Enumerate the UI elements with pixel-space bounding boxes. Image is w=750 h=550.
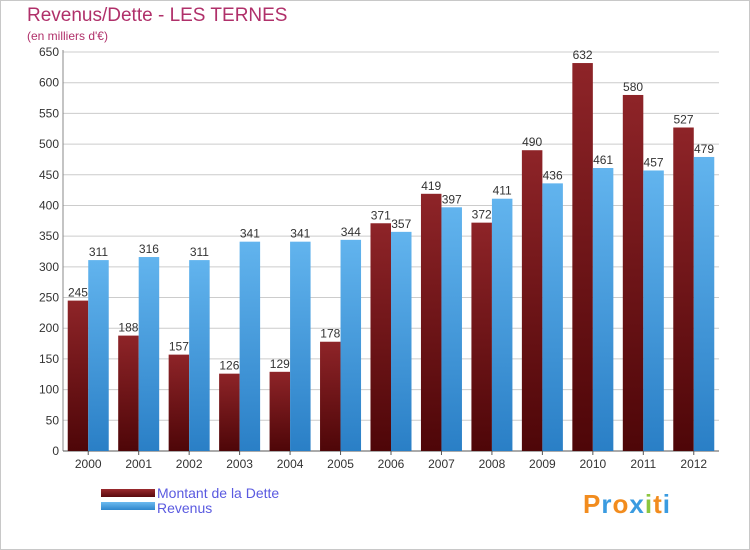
y-tick-label: 600 — [39, 76, 59, 90]
data-label-revenus-2004: 341 — [290, 227, 310, 241]
x-tick-label: 2007 — [428, 457, 455, 471]
legend-label-dette: Montant de la Dette — [157, 485, 280, 501]
bar-revenus-2007 — [441, 207, 462, 451]
bar-revenus-2002 — [189, 260, 210, 451]
y-tick-label: 400 — [39, 198, 59, 212]
y-tick-label: 50 — [46, 413, 60, 427]
bar-dette-2000 — [67, 300, 89, 451]
y-tick-label: 650 — [39, 45, 59, 59]
data-label-dette-2010: 632 — [573, 48, 593, 62]
bar-dette-2007 — [420, 193, 442, 451]
legend-label-revenus: Revenus — [157, 500, 213, 516]
bar-dette-2006 — [370, 223, 391, 451]
data-label-revenus-2012: 479 — [694, 142, 714, 156]
x-tick-label: 2000 — [75, 457, 102, 471]
y-tick-label: 350 — [39, 229, 59, 243]
bar-revenus-2004 — [290, 241, 311, 451]
bar-revenus-2005 — [340, 239, 362, 451]
x-tick-label: 2005 — [327, 457, 354, 471]
bar-revenus-2003 — [239, 241, 261, 451]
y-tick-label: 200 — [39, 321, 59, 335]
bar-dette-2011 — [622, 94, 644, 451]
bar-revenus-2006 — [391, 231, 412, 451]
bar-revenus-2008 — [491, 198, 513, 451]
y-tick-label: 450 — [39, 168, 59, 182]
data-label-dette-2006: 371 — [371, 208, 391, 222]
bar-revenus-2010 — [592, 168, 614, 452]
data-label-revenus-2010: 461 — [593, 153, 613, 167]
data-label-revenus-2011: 457 — [644, 155, 664, 169]
bar-dette-2009 — [521, 150, 543, 451]
bar-dette-2008 — [471, 222, 492, 451]
data-label-revenus-2001: 316 — [139, 242, 159, 256]
chart-subtitle: (en milliers d'€) — [27, 29, 108, 43]
chart-title: Revenus/Dette - LES TERNES — [27, 5, 288, 26]
y-tick-label: 550 — [39, 106, 59, 120]
data-label-dette-2012: 527 — [674, 113, 694, 127]
bar-dette-2005 — [320, 341, 341, 451]
data-label-dette-2004: 129 — [270, 357, 290, 371]
data-label-dette-2001: 188 — [118, 321, 138, 335]
bar-dette-2002 — [168, 354, 190, 451]
data-label-revenus-2009: 436 — [543, 168, 563, 182]
bar-revenus-2009 — [542, 183, 563, 451]
data-label-revenus-2007: 397 — [442, 192, 462, 206]
y-tick-label: 0 — [52, 444, 59, 458]
y-tick-label: 150 — [39, 352, 59, 366]
x-tick-label: 2004 — [277, 457, 304, 471]
legend-swatch-dette — [101, 489, 155, 497]
x-tick-label: 2009 — [529, 457, 556, 471]
y-tick-label: 250 — [39, 291, 59, 305]
bar-dette-2012 — [673, 127, 694, 451]
data-label-dette-2000: 245 — [68, 286, 88, 300]
x-tick-label: 2011 — [630, 457, 656, 471]
y-tick-label: 500 — [39, 137, 59, 151]
data-label-revenus-2006: 357 — [391, 217, 411, 231]
bar-dette-2001 — [118, 335, 139, 451]
data-label-dette-2003: 126 — [219, 359, 239, 373]
y-tick-label: 300 — [39, 260, 59, 274]
bar-dette-2003 — [219, 373, 240, 451]
data-label-dette-2007: 419 — [421, 179, 441, 193]
data-label-dette-2011: 580 — [623, 80, 643, 94]
x-tick-label: 2006 — [378, 457, 405, 471]
bar-dette-2004 — [269, 371, 291, 451]
data-label-revenus-2002: 311 — [190, 245, 209, 259]
data-label-dette-2002: 157 — [169, 340, 189, 354]
x-tick-label: 2008 — [479, 457, 506, 471]
legend-swatch-revenus — [101, 502, 155, 510]
proxiti-logo: Proxiti — [583, 489, 671, 519]
data-label-revenus-2008: 411 — [493, 184, 512, 198]
y-tick-label: 100 — [39, 383, 59, 397]
bar-revenus-2001 — [138, 257, 160, 451]
x-tick-label: 2002 — [176, 457, 203, 471]
x-tick-label: 2012 — [680, 457, 707, 471]
data-label-revenus-2003: 341 — [240, 227, 260, 241]
x-tick-label: 2010 — [579, 457, 606, 471]
data-label-dette-2005: 178 — [320, 327, 340, 341]
bar-dette-2010 — [572, 63, 593, 452]
data-label-dette-2009: 490 — [522, 135, 542, 149]
bar-revenus-2012 — [693, 156, 715, 451]
data-label-dette-2008: 372 — [472, 208, 492, 222]
x-tick-label: 2003 — [226, 457, 253, 471]
bar-revenus-2000 — [88, 260, 109, 451]
bar-revenus-2011 — [643, 170, 664, 452]
data-label-revenus-2005: 344 — [341, 225, 361, 239]
data-label-revenus-2000: 311 — [89, 245, 108, 259]
x-tick-label: 2001 — [125, 457, 152, 471]
